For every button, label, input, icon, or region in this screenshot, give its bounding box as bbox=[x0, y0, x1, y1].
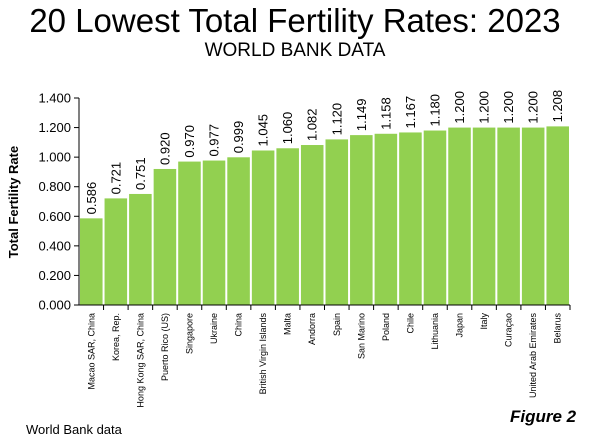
bar bbox=[399, 132, 422, 305]
y-tick-label: 1.200 bbox=[38, 120, 71, 135]
data-labels: 0.586 0.721 0.751 0.920 0.970 0.977 0.999 1.045… bbox=[84, 90, 565, 215]
data-label: 1.200 bbox=[452, 91, 467, 124]
bar bbox=[129, 193, 152, 305]
y-tick-label: 0.400 bbox=[38, 238, 71, 253]
bar bbox=[472, 127, 496, 305]
figure-label: Figure 2 bbox=[510, 407, 577, 426]
bar bbox=[80, 218, 103, 305]
data-label: 1.149 bbox=[354, 99, 369, 132]
bar bbox=[350, 135, 373, 305]
bar bbox=[153, 168, 177, 305]
y-tick-label: 0.800 bbox=[38, 179, 71, 194]
data-label: 0.586 bbox=[84, 182, 99, 215]
category-label: Chile bbox=[405, 313, 415, 334]
data-label: 1.200 bbox=[477, 91, 492, 124]
bar bbox=[497, 127, 520, 305]
data-label: 0.977 bbox=[207, 124, 222, 157]
bar bbox=[178, 161, 201, 305]
bar bbox=[300, 145, 324, 305]
category-label: United Arab Emirates bbox=[528, 313, 538, 399]
bar-series bbox=[80, 126, 569, 305]
data-label: 1.167 bbox=[403, 96, 418, 129]
data-label: 0.999 bbox=[231, 121, 246, 154]
bar bbox=[521, 127, 545, 305]
y-tick-label: 0.200 bbox=[38, 268, 71, 283]
chart-title: 20 Lowest Total Fertility Rates: 2023 bbox=[29, 2, 561, 39]
data-label: 0.721 bbox=[108, 162, 123, 195]
category-label: Lithuania bbox=[430, 313, 440, 350]
category-label: China bbox=[234, 313, 244, 337]
category-label: Ukraine bbox=[209, 313, 219, 344]
category-label: Japan bbox=[455, 313, 465, 338]
bar bbox=[325, 139, 349, 305]
category-label: Belarus bbox=[553, 313, 563, 344]
data-label: 1.158 bbox=[378, 97, 393, 130]
data-label: 1.045 bbox=[256, 114, 271, 147]
bar bbox=[251, 150, 275, 305]
category-label: Spain bbox=[332, 313, 342, 336]
bar bbox=[374, 133, 398, 305]
data-label: 1.082 bbox=[305, 108, 320, 141]
data-label: 0.970 bbox=[182, 125, 197, 158]
bar bbox=[423, 130, 447, 305]
category-labels: Macao SAR, China Korea, Rep. Hong Kong SAR… bbox=[86, 313, 562, 408]
category-label: Hong Kong SAR, China bbox=[135, 313, 145, 408]
category-label: Poland bbox=[381, 313, 391, 341]
y-tick-label: 1.400 bbox=[38, 91, 71, 106]
y-tick-label: 1.000 bbox=[38, 150, 71, 165]
data-label: 1.200 bbox=[501, 91, 516, 124]
category-label: Italy bbox=[479, 313, 489, 330]
category-label: Korea, Rep. bbox=[111, 313, 121, 361]
bar bbox=[448, 127, 471, 305]
category-label: Macao SAR, China bbox=[86, 313, 96, 390]
data-label: 1.208 bbox=[550, 90, 565, 123]
category-label: Andorra bbox=[307, 313, 317, 345]
y-axis-ticks: 0.000 0.200 0.400 0.600 0.800 1.000 1.200 1.400 bbox=[38, 91, 79, 313]
category-label: Singapore bbox=[184, 313, 194, 354]
data-label: 1.200 bbox=[526, 91, 541, 124]
data-label: 0.751 bbox=[133, 157, 148, 190]
category-label: San Marino bbox=[356, 313, 366, 359]
y-tick-label: 0.600 bbox=[38, 209, 71, 224]
y-tick-label: 0.000 bbox=[38, 298, 71, 313]
chart-subtitle: WORLD BANK DATA bbox=[204, 40, 386, 61]
bar bbox=[104, 198, 128, 305]
data-label: 1.060 bbox=[280, 112, 295, 145]
axes bbox=[78, 98, 571, 310]
source-note: World Bank data bbox=[26, 422, 122, 437]
category-label: Malta bbox=[283, 313, 293, 335]
category-label: Curaçao bbox=[504, 313, 514, 347]
data-label: 0.920 bbox=[157, 132, 172, 165]
data-label: 1.180 bbox=[427, 94, 442, 127]
bar bbox=[276, 148, 299, 305]
category-label: Puerto Rico (US) bbox=[160, 313, 170, 381]
category-label: British Virgin Islands bbox=[258, 313, 268, 395]
data-label: 1.120 bbox=[329, 103, 344, 136]
bar bbox=[227, 157, 250, 305]
bar bbox=[546, 126, 569, 305]
bar bbox=[202, 160, 226, 305]
